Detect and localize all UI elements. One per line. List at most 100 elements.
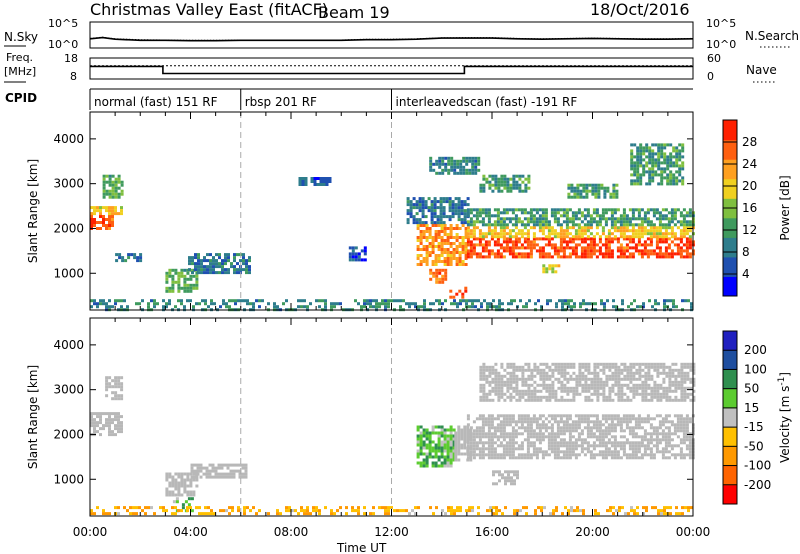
scatter-cell [634, 435, 638, 439]
scatter-cell [498, 479, 501, 483]
scatter-cell [399, 509, 402, 513]
scatter-cell [196, 472, 200, 476]
scatter-cell [527, 177, 531, 181]
scatter-cell [493, 232, 497, 236]
scatter-cell [512, 374, 516, 378]
scatter-cell [688, 214, 692, 218]
scatter-cell [233, 259, 236, 263]
scatter-cell [652, 211, 656, 215]
scatter-cell [168, 484, 172, 488]
scatter-cell [519, 299, 522, 303]
scatter-cell [630, 182, 634, 186]
scatter-cell [508, 435, 512, 439]
scatter-cell [451, 215, 455, 219]
scatter-cell [610, 237, 614, 241]
scatter-cell [541, 456, 545, 460]
scatter-cell [434, 257, 438, 260]
scatter-cell [663, 302, 666, 306]
scatter-cell [494, 374, 498, 378]
scatter-cell [683, 386, 687, 390]
scatter-cell [421, 215, 425, 219]
scatter-cell [127, 256, 131, 260]
scatter-cells [90, 362, 696, 516]
scatter-cell [310, 180, 314, 183]
scatter-cell [598, 237, 602, 241]
scatter-cell [672, 305, 675, 309]
scatter-cell [538, 229, 542, 233]
scatter-cell [527, 374, 531, 378]
scatter-cell [206, 271, 209, 275]
scatter-cell [664, 214, 668, 218]
scatter-cell [595, 243, 599, 247]
scatter-cell [638, 365, 642, 369]
scatter-cell [313, 183, 317, 186]
scatter-cell [108, 177, 112, 181]
scatter-cell [556, 429, 560, 433]
scatter-cell [111, 221, 114, 224]
scatter-cell [601, 226, 605, 230]
scatter-cell [523, 255, 527, 259]
scatter-cell [566, 362, 570, 366]
scatter-cell [605, 365, 609, 369]
scatter-cell [661, 417, 665, 421]
scatter-cell [578, 392, 582, 396]
scatter-cell [682, 232, 686, 236]
scatter-cell [682, 435, 686, 439]
scatter-cell [120, 415, 123, 419]
scatter-cell [509, 383, 513, 387]
scatter-cell [429, 271, 433, 275]
scatter-cell [590, 371, 594, 375]
scatter-cell [544, 450, 548, 454]
scatter-cell [405, 509, 408, 513]
scatter-cell [568, 426, 572, 430]
scatter-cell [375, 299, 378, 303]
scatter-cell [556, 426, 560, 430]
scatter-cell [494, 380, 498, 384]
scatter-cell [631, 441, 635, 445]
scatter-cell [513, 473, 516, 477]
scatter-cell [267, 302, 270, 306]
scatter-cell [607, 252, 611, 256]
scatter-cell [487, 211, 491, 215]
scatter-cell [611, 377, 615, 381]
scatter-cell [501, 302, 504, 306]
scatter-cell [538, 223, 542, 227]
scatter-cell [108, 512, 111, 516]
scatter-cell [635, 377, 639, 381]
scatter-cell [209, 262, 212, 266]
scatter-cell [469, 217, 473, 221]
scatter-cell [598, 426, 602, 430]
scatter-cell [584, 398, 588, 402]
scatter-cell [192, 286, 196, 290]
scatter-cell [679, 423, 683, 427]
scatter-cell [617, 377, 621, 381]
scatter-cell [577, 453, 581, 457]
scatter-cell [186, 472, 190, 476]
scatter-cell [610, 450, 614, 454]
scatter-cell [602, 371, 606, 375]
scatter-cell [675, 305, 678, 309]
scatter-cell [430, 209, 434, 213]
scatter-cell [564, 506, 567, 510]
scatter-cell [586, 226, 590, 230]
scatter-cell [102, 186, 106, 190]
scatter-cell [108, 212, 111, 216]
scatter-cell [487, 223, 491, 227]
scatter-cell [682, 453, 686, 457]
scatter-cell [443, 458, 447, 462]
scatter-cell [225, 305, 228, 309]
scatter-cell [529, 211, 533, 215]
scatter-cell [651, 173, 655, 177]
scatter-cell [589, 240, 593, 244]
scatter-cell [606, 509, 609, 513]
scatter-cell [541, 423, 545, 427]
scatter-cell [499, 217, 503, 221]
scatter-cell [665, 395, 669, 399]
scatter-cell [650, 389, 654, 393]
scatter-cell [225, 509, 228, 513]
scatter-cell [399, 305, 402, 309]
scatter-cell [156, 302, 159, 306]
scatter-cell [676, 246, 680, 250]
scatter-cell [241, 463, 245, 467]
cpid-bar: CPID normal (fast) 151 RF rbsp 201 RF inte… [5, 88, 693, 110]
